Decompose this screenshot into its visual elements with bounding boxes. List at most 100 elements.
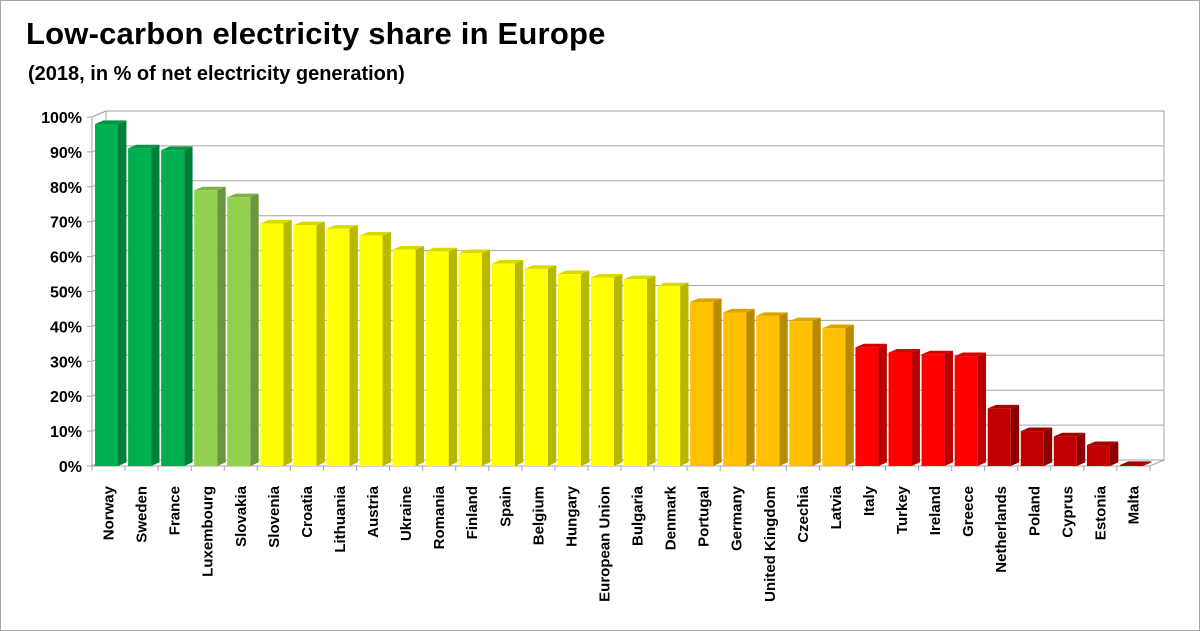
bar-front [359, 235, 383, 466]
x-tick-label: United Kingdom [762, 486, 779, 602]
bar [789, 317, 821, 466]
bar-top [359, 232, 391, 236]
x-tick-label: Denmark [663, 485, 680, 550]
bar-front [392, 249, 416, 466]
bar-side [911, 348, 920, 466]
bar-side [746, 308, 755, 466]
x-tick-label: Poland [1026, 486, 1043, 536]
bar-front [425, 251, 449, 466]
x-tick-label: Slovakia [233, 485, 250, 547]
bar [690, 298, 722, 466]
bar-top [822, 324, 854, 329]
bar-side [1076, 432, 1086, 466]
bar-side [448, 247, 458, 466]
bar-top [227, 193, 259, 198]
y-tick-label: 100% [41, 110, 82, 127]
bar-top [590, 273, 623, 278]
bar-top [1119, 461, 1152, 465]
bar-top [95, 120, 127, 124]
bar-front [789, 321, 813, 466]
bar-front [723, 312, 747, 466]
bar [392, 246, 424, 466]
y-tick-label: 10% [50, 424, 82, 441]
bar-front [756, 315, 780, 466]
bar [95, 120, 127, 466]
bar-front [1053, 436, 1077, 466]
bar-side [1043, 427, 1053, 466]
bar-top [260, 219, 292, 224]
bar-top [524, 265, 557, 269]
bar-side [250, 193, 259, 467]
bar-side [547, 265, 557, 466]
x-tick-label: Turkey [894, 485, 911, 534]
bar-top [987, 404, 1020, 409]
bar [888, 348, 920, 466]
bar [1119, 461, 1152, 466]
bar-side [1010, 404, 1020, 466]
bar [458, 249, 491, 466]
x-tick-label: Romania [431, 485, 448, 549]
y-tick-label: 30% [50, 354, 82, 371]
x-tick-label: Luxembourg [200, 486, 217, 577]
x-tick-label: Hungary [563, 485, 580, 547]
y-tick-label: 90% [50, 145, 82, 162]
bar-top [657, 282, 689, 287]
bar-top [161, 146, 193, 151]
bar-front [491, 263, 515, 466]
x-tick-label: Belgium [530, 486, 547, 545]
x-tick-label: Estonia [1092, 485, 1109, 540]
bar [557, 270, 590, 466]
bar-top [425, 247, 458, 252]
bar [260, 219, 292, 466]
x-axis-ticks: Norway Sweden France Luxembourg Slovakia Slov… [91, 466, 1151, 602]
bar-side [184, 146, 193, 466]
x-tick-label: Spain [497, 486, 514, 527]
bar-side [415, 246, 424, 466]
bar [161, 146, 193, 466]
bar-side [713, 298, 722, 466]
bar [657, 282, 689, 466]
bar-front [128, 148, 152, 466]
bar-front [822, 328, 846, 466]
x-tick-label: Austria [365, 485, 382, 537]
bar [624, 275, 656, 466]
bar-side [514, 259, 524, 466]
bar-front [624, 279, 648, 466]
bar-front [1119, 464, 1143, 466]
x-tick-label: Croatia [299, 485, 316, 537]
bar-top [128, 144, 160, 149]
bar-top [888, 348, 920, 353]
bar-top [690, 298, 722, 302]
bar-front [524, 268, 548, 466]
bar-top [326, 225, 358, 229]
bar-side [151, 144, 160, 466]
bar-side [283, 219, 292, 466]
bar-side [382, 232, 391, 466]
bar-top [1053, 432, 1086, 437]
bar-top [1020, 427, 1053, 432]
y-axis-ticks: 0% 10% 20% 30% 40% 50% 60% 70% 80% 90% 100% [41, 110, 82, 476]
bar [524, 265, 557, 466]
x-tick-label: Greece [960, 486, 977, 537]
bar-front [1086, 445, 1110, 466]
bar-front [458, 253, 482, 466]
bar [425, 247, 458, 466]
bar-top [194, 186, 226, 191]
bar-side [613, 273, 623, 466]
y-tick-label: 80% [50, 180, 82, 197]
chart-title: Low-carbon electricity share in Europe [26, 16, 606, 51]
bar-side [845, 324, 854, 466]
x-tick-label: Bulgaria [630, 485, 647, 546]
bar [1020, 427, 1053, 466]
bar-side [680, 282, 689, 466]
bar-top [723, 308, 755, 313]
bar-top [491, 259, 524, 264]
bar [194, 186, 226, 467]
x-tick-label: Germany [729, 485, 746, 551]
bar-side [944, 350, 953, 466]
bar [128, 144, 160, 466]
bar-front [921, 354, 945, 466]
bar [987, 404, 1020, 466]
x-tick-label: Sweden [134, 486, 151, 543]
